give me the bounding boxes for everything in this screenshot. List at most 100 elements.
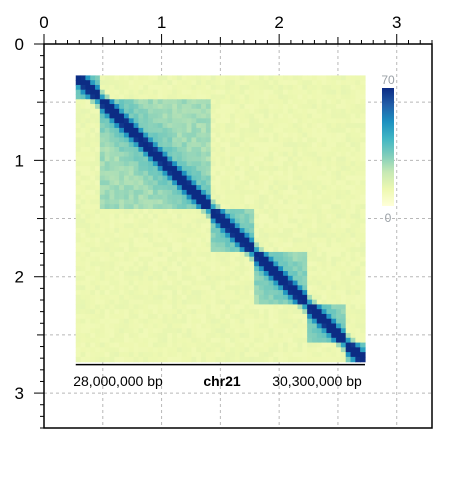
heatmap-cell <box>326 151 332 158</box>
heatmap-cell <box>162 161 168 167</box>
heatmap-cell <box>263 127 270 134</box>
heatmap-cell <box>239 318 246 325</box>
heatmap-cell <box>152 156 159 162</box>
heatmap-cell <box>133 180 140 186</box>
heatmap-cell <box>133 347 140 353</box>
heatmap-cell <box>326 199 332 205</box>
heatmap-cell <box>138 271 144 277</box>
heatmap-cell <box>80 194 86 201</box>
heatmap-cell <box>123 285 130 291</box>
heatmap-cell <box>234 299 241 306</box>
heatmap-cell <box>355 108 361 115</box>
heatmap-cell <box>99 84 106 91</box>
heatmap-cell <box>287 99 294 105</box>
heatmap-cell <box>311 280 318 286</box>
heatmap-cell <box>230 271 236 277</box>
heatmap-cell <box>176 204 183 210</box>
heatmap-cell <box>80 294 86 301</box>
heatmap-cell <box>355 323 361 329</box>
heatmap-cell <box>316 108 323 115</box>
heatmap-cell <box>167 318 173 325</box>
heatmap-cell <box>172 356 178 363</box>
heatmap-cell <box>133 323 140 329</box>
heatmap-cell <box>268 80 274 86</box>
heatmap-cell <box>302 261 308 267</box>
heatmap-cell <box>278 232 284 239</box>
heatmap-cell <box>336 89 342 96</box>
heatmap-cell <box>355 127 361 134</box>
heatmap-cell <box>215 104 221 110</box>
heatmap-cell <box>263 142 270 148</box>
heatmap-cell <box>326 242 332 248</box>
heatmap-cell <box>220 356 226 363</box>
heatmap-cell <box>331 285 337 291</box>
heatmap-cell <box>268 156 274 162</box>
heatmap-cell <box>201 266 207 272</box>
heatmap-cell <box>99 347 106 353</box>
heatmap-cell <box>244 275 250 282</box>
heatmap-cell <box>297 294 303 301</box>
heatmap-cell <box>152 180 159 186</box>
heatmap-cell <box>326 352 332 358</box>
heatmap-cell <box>210 352 217 358</box>
heatmap-cell <box>95 223 101 229</box>
heatmap-cell <box>215 127 221 134</box>
heatmap-cell <box>263 290 270 296</box>
heatmap-cell <box>75 299 82 306</box>
heatmap-cell <box>350 156 356 162</box>
heatmap-cell <box>225 280 231 286</box>
heatmap-cell <box>186 337 193 344</box>
heatmap-cell <box>181 304 188 310</box>
heatmap-cell <box>254 323 260 329</box>
heatmap-cell <box>95 146 101 153</box>
heatmap-cell <box>201 194 207 201</box>
heatmap-cell <box>152 313 159 320</box>
heatmap-cell <box>345 347 352 353</box>
heatmap-cell <box>287 352 294 358</box>
heatmap-cell <box>225 313 231 320</box>
heatmap-cell <box>287 304 294 310</box>
heatmap-cell <box>176 290 183 296</box>
heatmap-cell <box>133 108 140 115</box>
heatmap-cell <box>186 342 193 348</box>
heatmap-cell <box>152 189 159 196</box>
heatmap-cell <box>148 94 154 100</box>
heatmap-cell <box>350 175 356 181</box>
heatmap-cell <box>302 218 308 224</box>
heatmap-cell <box>119 356 125 363</box>
heatmap-cell <box>157 213 164 220</box>
heatmap-cell <box>104 180 111 186</box>
heatmap-cell <box>331 223 337 229</box>
heatmap-cell <box>321 313 328 320</box>
heatmap-cell <box>95 185 101 191</box>
heatmap-cell <box>234 328 241 334</box>
heatmap-cell <box>143 313 149 320</box>
heatmap-cell <box>239 342 246 348</box>
heatmap-cell <box>331 170 337 177</box>
heatmap-cell <box>321 242 328 248</box>
heatmap-cell <box>196 108 202 115</box>
heatmap-cell <box>95 118 101 124</box>
heatmap-cell <box>249 127 255 134</box>
heatmap-cell <box>114 123 120 129</box>
heatmap-cell <box>331 142 337 148</box>
heatmap-cell <box>143 309 149 315</box>
heatmap-cell <box>311 161 318 167</box>
heatmap-cell <box>234 209 241 215</box>
heatmap-cell <box>123 223 130 229</box>
heatmap-cell <box>230 132 236 139</box>
heatmap-cell <box>162 237 168 243</box>
heatmap-cell <box>340 204 347 210</box>
heatmap-cell <box>258 294 265 301</box>
heatmap-cell <box>109 232 115 239</box>
heatmap-cell <box>191 271 197 277</box>
heatmap-cell <box>196 209 202 215</box>
heatmap-cell <box>80 242 86 248</box>
heatmap-cell <box>119 266 125 272</box>
heatmap-cell <box>138 180 144 186</box>
heatmap-cell <box>244 237 250 243</box>
heatmap-cell <box>148 323 154 329</box>
heatmap-cell <box>331 213 337 220</box>
heatmap-cell <box>283 137 289 143</box>
heatmap-cell <box>225 108 231 115</box>
